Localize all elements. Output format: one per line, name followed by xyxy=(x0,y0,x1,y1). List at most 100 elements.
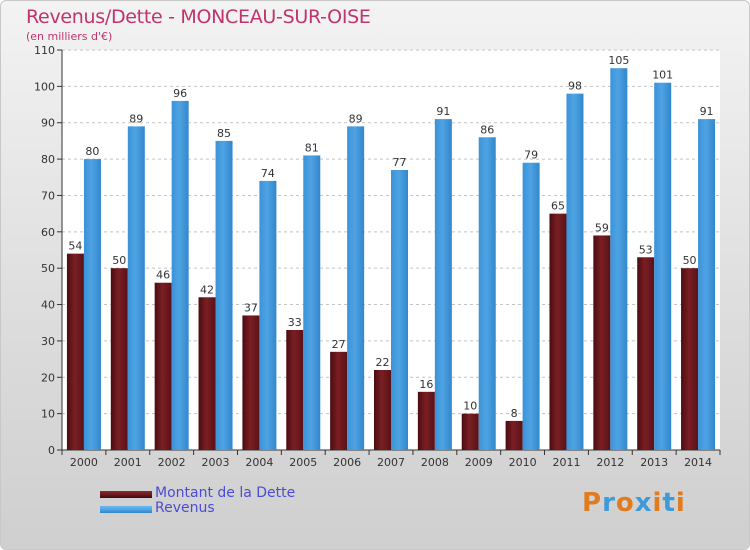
data-label-dette: 50 xyxy=(683,254,697,267)
data-label-revenus: 91 xyxy=(436,105,450,118)
data-label-dette: 16 xyxy=(419,378,433,391)
logo-letter: i xyxy=(675,488,686,518)
x-tick-label: 2005 xyxy=(289,456,317,469)
y-tick-label: 20 xyxy=(41,371,55,384)
y-tick-label: 110 xyxy=(34,44,55,57)
logo-letter: P xyxy=(582,488,603,518)
logo-letter: x xyxy=(634,488,653,518)
bar-dette xyxy=(110,268,128,450)
bar-dette xyxy=(242,315,260,450)
bar-revenus xyxy=(347,126,365,450)
legend-label-revenus: Revenus xyxy=(155,500,215,516)
data-label-revenus: 89 xyxy=(349,112,363,125)
legend-label-dette: Montant de la Dette xyxy=(155,485,296,501)
x-tick-label: 2006 xyxy=(333,456,361,469)
data-label-dette: 37 xyxy=(244,301,258,314)
x-tick-label: 2008 xyxy=(421,456,449,469)
data-label-dette: 54 xyxy=(68,240,82,253)
data-label-revenus: 101 xyxy=(652,69,673,82)
x-tick-label: 2010 xyxy=(509,456,537,469)
x-tick-label: 2001 xyxy=(114,456,142,469)
data-label-revenus: 74 xyxy=(261,167,275,180)
bar-dette xyxy=(461,413,479,450)
data-label-dette: 46 xyxy=(156,269,170,282)
bar-revenus xyxy=(259,180,277,450)
y-tick-label: 50 xyxy=(41,262,55,275)
bar-dette xyxy=(593,235,611,450)
bar-revenus xyxy=(654,82,672,451)
data-label-revenus: 105 xyxy=(608,54,629,67)
x-tick-label: 2000 xyxy=(70,456,98,469)
logo-letter: o xyxy=(615,488,635,518)
logo-letter: r xyxy=(602,488,616,518)
bar-dette xyxy=(330,351,348,450)
data-label-revenus: 86 xyxy=(480,123,494,136)
x-tick-label: 2014 xyxy=(684,456,712,469)
bar-dette xyxy=(681,268,699,450)
data-label-revenus: 96 xyxy=(173,87,187,100)
bar-dette xyxy=(505,420,523,450)
bar-revenus xyxy=(610,68,628,450)
data-label-dette: 42 xyxy=(200,283,214,296)
bar-dette xyxy=(198,297,216,450)
chart-subtitle: (en milliers d'€) xyxy=(26,30,113,43)
data-label-dette: 33 xyxy=(288,316,302,329)
bar-dette xyxy=(66,253,84,450)
logo-letter: i xyxy=(652,488,663,518)
bar-revenus xyxy=(303,155,321,451)
y-tick-label: 70 xyxy=(41,189,55,202)
bar-dette xyxy=(637,257,655,450)
bar-dette xyxy=(549,213,567,450)
data-label-dette: 59 xyxy=(595,221,609,234)
x-tick-label: 2011 xyxy=(552,456,580,469)
data-label-revenus: 81 xyxy=(305,141,319,154)
bar-revenus xyxy=(215,140,233,450)
bar-revenus xyxy=(83,159,101,450)
y-tick-label: 30 xyxy=(41,335,55,348)
logo-letter: t xyxy=(662,488,676,518)
legend-swatch-revenus xyxy=(100,506,152,513)
data-label-dette: 50 xyxy=(112,254,126,267)
y-tick-label: 0 xyxy=(48,444,55,457)
bar-revenus xyxy=(698,119,716,450)
y-tick-label: 40 xyxy=(41,299,55,312)
data-label-dette: 10 xyxy=(463,400,477,413)
data-label-dette: 27 xyxy=(332,338,346,351)
data-label-dette: 53 xyxy=(639,243,653,256)
bar-revenus xyxy=(391,170,408,450)
bar-dette xyxy=(374,370,391,450)
x-tick-label: 2004 xyxy=(245,456,273,469)
y-tick-label: 90 xyxy=(41,117,55,130)
data-label-revenus: 80 xyxy=(85,145,99,158)
data-label-revenus: 77 xyxy=(393,156,407,169)
data-label-dette: 22 xyxy=(376,356,390,369)
data-label-revenus: 98 xyxy=(568,80,582,93)
bar-revenus xyxy=(127,126,145,450)
x-tick-label: 2012 xyxy=(596,456,624,469)
data-label-revenus: 91 xyxy=(700,105,714,118)
x-tick-label: 2009 xyxy=(465,456,493,469)
y-tick-label: 10 xyxy=(41,408,55,421)
x-tick-label: 2002 xyxy=(158,456,186,469)
data-label-dette: 65 xyxy=(551,200,565,213)
x-tick-label: 2003 xyxy=(202,456,230,469)
data-label-revenus: 79 xyxy=(524,149,538,162)
bar-dette xyxy=(286,330,304,450)
bar-revenus xyxy=(566,93,584,451)
bar-revenus xyxy=(171,100,189,450)
y-tick-label: 100 xyxy=(34,80,55,93)
bar-revenus xyxy=(522,162,540,450)
proxiti-logo: Proxiti xyxy=(582,488,686,518)
data-label-dette: 8 xyxy=(511,407,518,420)
x-tick-label: 2013 xyxy=(640,456,668,469)
legend-swatch-dette xyxy=(100,491,152,498)
bar-revenus xyxy=(478,137,496,451)
chart-title: Revenus/Dette - MONCEAU-SUR-OISE xyxy=(26,6,371,28)
bar-dette xyxy=(417,391,435,450)
x-tick-label: 2007 xyxy=(377,456,405,469)
y-tick-label: 80 xyxy=(41,153,55,166)
bar-dette xyxy=(154,282,172,450)
bar-revenus xyxy=(434,119,452,450)
data-label-revenus: 85 xyxy=(217,127,231,140)
